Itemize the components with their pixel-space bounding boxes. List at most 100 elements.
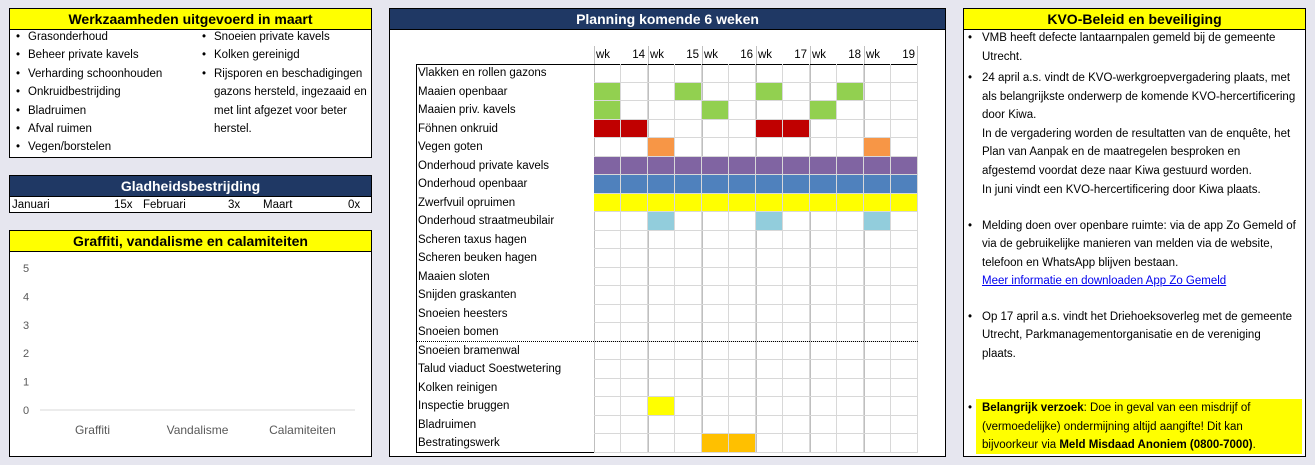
planning-cell bbox=[810, 212, 837, 231]
planning-cell bbox=[594, 434, 621, 453]
week-prefix: wk bbox=[650, 49, 665, 61]
planning-row: Maaien priv. kavels bbox=[416, 101, 918, 120]
request-end: . bbox=[1252, 439, 1256, 451]
planning-cell bbox=[756, 101, 783, 120]
planning-cell bbox=[810, 341, 837, 360]
planning-cell bbox=[702, 397, 729, 416]
planning-row-label: Bladruimen bbox=[418, 418, 477, 431]
planning-cell bbox=[675, 434, 702, 453]
planning-row-label: Maaien priv. kavels bbox=[418, 104, 516, 116]
planning-cell bbox=[837, 286, 864, 305]
werkzaamheden-item: Onkruidbestrijding bbox=[12, 83, 200, 102]
planning-cell bbox=[891, 101, 918, 120]
planning-row-label: Snijden graskanten bbox=[418, 289, 517, 301]
planning-cell bbox=[729, 175, 756, 194]
planning-cell bbox=[621, 119, 648, 138]
planning-cell bbox=[864, 415, 891, 434]
planning-cell bbox=[648, 101, 675, 120]
planning-cell bbox=[783, 230, 810, 249]
week-separator bbox=[810, 46, 811, 453]
planning-cell bbox=[648, 360, 675, 379]
graffiti-panel: Graffiti, vandalisme en calamiteiten 0 1 2… bbox=[9, 230, 372, 457]
planning-row: Onderhoud openbaar bbox=[416, 175, 918, 194]
category-label: Vandalisme bbox=[167, 423, 229, 437]
zo-gemeld-link[interactable]: Meer informatie en downloaden App Zo Gem… bbox=[982, 275, 1227, 287]
planning-cell bbox=[891, 64, 918, 83]
planning-cell bbox=[729, 304, 756, 323]
planning-cell bbox=[675, 397, 702, 416]
planning-cell bbox=[837, 175, 864, 194]
gladheid-month-mar: Maart bbox=[263, 199, 293, 211]
planning-cell bbox=[594, 397, 621, 416]
week-prefix: wk bbox=[812, 49, 827, 61]
planning-row-label: Onderhoud private kavels bbox=[418, 159, 550, 172]
planning-cell bbox=[864, 434, 891, 453]
planning-cell bbox=[648, 378, 675, 397]
planning-cell bbox=[756, 156, 783, 175]
planning-cell bbox=[675, 175, 702, 194]
planning-cell bbox=[810, 138, 837, 157]
planning-cell bbox=[810, 397, 837, 416]
planning-cell bbox=[810, 249, 837, 268]
planning-cell bbox=[756, 341, 783, 360]
planning-cell bbox=[837, 323, 864, 342]
gladheid-panel: Gladheidsbestrijding Januari 15x Februar… bbox=[9, 175, 372, 213]
planning-cell bbox=[621, 64, 648, 83]
planning-row: Inspectie bruggen bbox=[416, 397, 918, 416]
planning-cell bbox=[783, 397, 810, 416]
werkzaamheden-item: Rijsporen en beschadigingen gazons herst… bbox=[198, 65, 368, 139]
planning-cell bbox=[675, 119, 702, 138]
y-tick-label: 4 bbox=[23, 291, 29, 303]
graffiti-title: Graffiti, vandalisme en calamiteiten bbox=[10, 231, 371, 252]
planning-cell bbox=[810, 360, 837, 379]
kvo-item-2-text: 24 april a.s. vindt de KVO-werkgroepverg… bbox=[982, 72, 1296, 121]
planning-cell bbox=[702, 230, 729, 249]
planning-cell bbox=[756, 64, 783, 83]
planning-cell bbox=[756, 267, 783, 286]
planning-cell bbox=[621, 434, 648, 453]
y-tick-label: 5 bbox=[23, 263, 29, 275]
planning-row-label: Snoeien bramenwal bbox=[418, 344, 520, 357]
planning-cell bbox=[702, 341, 729, 360]
werkzaamheden-list-2: Snoeien private kavelsKolken gereinigdRi… bbox=[198, 28, 368, 138]
planning-cell bbox=[837, 341, 864, 360]
planning-cell bbox=[837, 415, 864, 434]
planning-cell bbox=[702, 304, 729, 323]
planning-cell bbox=[783, 286, 810, 305]
werkzaamheden-item: Afval ruimen bbox=[12, 120, 200, 139]
planning-cell bbox=[729, 397, 756, 416]
planning-cell bbox=[648, 434, 675, 453]
planning-cell bbox=[648, 286, 675, 305]
planning-cell bbox=[837, 267, 864, 286]
planning-cell bbox=[756, 304, 783, 323]
planning-cell bbox=[621, 397, 648, 416]
week-prefix: wk bbox=[758, 49, 773, 61]
planning-row: Onderhoud private kavels bbox=[416, 156, 918, 175]
planning-cell bbox=[648, 175, 675, 194]
planning-cell bbox=[756, 249, 783, 268]
planning-cell bbox=[837, 378, 864, 397]
planning-cell bbox=[891, 82, 918, 101]
planning-cell bbox=[729, 249, 756, 268]
planning-cell bbox=[702, 360, 729, 379]
planning-cell bbox=[594, 64, 621, 83]
planning-row-label: Onderhoud straatmeubilair bbox=[418, 215, 555, 227]
planning-cell bbox=[729, 360, 756, 379]
planning-cell bbox=[675, 415, 702, 434]
kvo-item-4-text: Op 17 april a.s. vindt het Driehoeksover… bbox=[982, 310, 1293, 360]
planning-cell bbox=[891, 138, 918, 157]
planning-cell bbox=[729, 156, 756, 175]
planning-cell bbox=[702, 64, 729, 83]
planning-cell bbox=[729, 341, 756, 360]
planning-cell bbox=[864, 212, 891, 231]
planning-cell bbox=[891, 230, 918, 249]
planning-cell bbox=[756, 397, 783, 416]
werkzaamheden-item: Bladruimen bbox=[12, 102, 200, 121]
planning-cell bbox=[837, 138, 864, 157]
planning-row: Zwerfvuil opruimen bbox=[416, 193, 918, 212]
planning-cell bbox=[891, 378, 918, 397]
planning-cell bbox=[702, 434, 729, 453]
planning-cell bbox=[837, 193, 864, 212]
planning-cell bbox=[783, 434, 810, 453]
week-prefix: wk bbox=[596, 49, 611, 61]
